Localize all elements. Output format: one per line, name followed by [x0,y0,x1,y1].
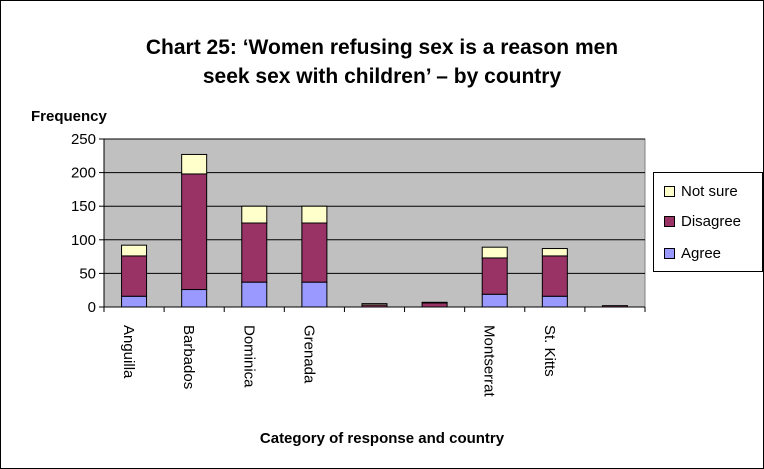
legend-label-not-sure: Not sure [681,183,738,200]
bar-disagree [241,222,268,283]
bar-disagree [481,257,508,295]
bar-agree [481,293,508,308]
bar-not-sure [301,205,328,224]
x-tick-label: Dominica [240,325,257,388]
legend-label-disagree: Disagree [681,213,742,230]
x-tick-label: Anguilla [120,325,137,379]
x-axis-label: Category of response and country [259,430,505,447]
bar-disagree [601,305,628,308]
y-tick-label: 100 [71,232,96,249]
legend-swatch-disagree [664,216,675,227]
y-tick-label: 50 [79,265,96,282]
y-axis-label: Frequency [31,108,107,125]
bar-agree [541,295,568,308]
y-tick-label: 200 [71,165,96,182]
x-tick-label: St. Kitts [541,325,558,377]
legend-item-disagree: Disagree [664,213,741,230]
bar-agree [241,281,268,308]
bar-disagree [541,255,568,297]
bar-not-sure [121,244,148,257]
bar-not-sure [241,205,268,224]
bar-disagree [421,302,448,308]
legend-swatch-not-sure [664,186,675,197]
bar-not-sure [361,303,388,306]
bar-disagree [181,173,208,291]
y-tick-label: 0 [88,299,96,316]
bar-agree [121,295,148,308]
bar-disagree [121,255,148,297]
bar-not-sure [421,301,448,304]
y-tick-label: 250 [71,131,96,148]
bar-agree [181,289,208,308]
legend-swatch-agree [664,248,675,259]
bar-not-sure [541,248,568,257]
bar-not-sure [481,246,508,259]
legend-item-not-sure: Not sure [664,183,738,200]
legend: Not sure Disagree Agree [653,172,763,272]
x-tick-label: Montserrat [481,325,498,398]
bar-not-sure [181,153,208,175]
bar-agree [301,281,328,308]
x-tick-label: Barbados [180,325,197,389]
legend-label-agree: Agree [681,245,722,262]
chart-title-line-2: seek sex with children’ – by country [202,65,562,88]
y-tick-label: 150 [71,198,96,215]
bar-disagree [301,222,328,283]
chart-title-line-1: Chart 25: ‘Women refusing sex is a reaso… [145,36,619,59]
legend-item-agree: Agree [664,245,721,262]
x-tick-label: Grenada [300,325,317,384]
